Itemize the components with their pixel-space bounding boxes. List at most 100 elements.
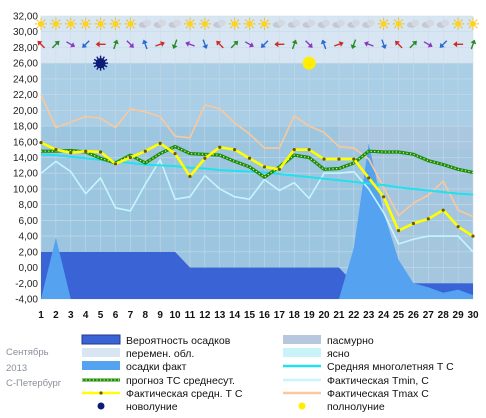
- x-tick-label: 28: [438, 310, 450, 321]
- wind-arrow-icon: [453, 41, 464, 48]
- y-tick-label: 20,00: [13, 106, 38, 117]
- wind-arrow-icon: [95, 41, 106, 48]
- legend: Вероятность осадков пасмурно перемен. обл.…: [81, 334, 454, 413]
- x-tick-label: 23: [363, 310, 375, 321]
- sun-icon: [94, 17, 107, 30]
- sun-ray: [400, 25, 404, 29]
- fact-mean-point: [456, 225, 460, 229]
- wind-arrow-head: [320, 39, 327, 45]
- wind-arrow-head: [453, 41, 458, 48]
- fact-mean-point: [367, 176, 371, 180]
- wind-arrow-icon: [244, 41, 254, 48]
- sun-ray: [81, 19, 84, 22]
- legend-item: полнолуние: [298, 401, 385, 413]
- fact-mean-point: [143, 149, 147, 153]
- sun-disc: [186, 20, 193, 27]
- sun-ray: [87, 25, 91, 29]
- wind-arrow-head: [470, 39, 477, 45]
- wind-arrow-icon: [185, 41, 195, 47]
- sun-disc: [127, 20, 134, 27]
- wind-arrow-icon: [37, 40, 46, 49]
- x-tick-label: 9: [157, 310, 163, 321]
- sun-icon: [228, 17, 241, 30]
- legend-swatch: [97, 402, 105, 410]
- sun-disc: [470, 20, 476, 27]
- sun-ray: [468, 25, 471, 29]
- y-tick-label: 10,00: [13, 184, 38, 195]
- cloud-icon: [362, 19, 375, 28]
- fact-mean-point: [262, 165, 267, 169]
- sun-ray: [266, 19, 270, 22]
- sun-disc: [231, 20, 238, 27]
- sun-ray: [236, 19, 240, 22]
- x-tick-label: 27: [423, 310, 435, 321]
- plot-area: [35, 15, 479, 300]
- wind-arrow-head: [260, 42, 266, 48]
- x-axis-ticks: 1 2 3 4 5 6 7 8 9 10 11 12 13 14 15 16 17 18 19 20 21 22 23 24 2…: [38, 310, 479, 321]
- x-tick-label: 5: [98, 310, 104, 321]
- x-tick-label: 3: [68, 310, 74, 321]
- wind-arrow-head: [216, 40, 222, 46]
- sun-ray: [236, 25, 240, 29]
- wind-arrow-icon: [394, 40, 403, 49]
- sun-ray: [475, 19, 478, 22]
- sun-ray: [66, 19, 69, 22]
- series-fact-mean: [40, 141, 474, 238]
- y-tick-label: 4,00: [19, 232, 39, 243]
- full-moon-icon: [302, 56, 316, 70]
- sun-ray: [117, 19, 121, 22]
- wind-arrow-head: [142, 39, 148, 45]
- legend-label: ясно: [327, 348, 350, 360]
- wind-arrow-icon: [66, 41, 76, 48]
- cloud-icon: [302, 19, 316, 28]
- x-tick-label: 12: [199, 310, 211, 321]
- x-tick-label: 19: [304, 310, 316, 321]
- x-tick-label: 15: [244, 310, 256, 321]
- fact-mean-point: [218, 145, 222, 149]
- sun-disc: [67, 20, 74, 27]
- fact-mean-point: [158, 141, 162, 145]
- x-tick-label: 26: [408, 310, 420, 321]
- sun-ray: [95, 25, 99, 29]
- x-tick-label: 14: [229, 310, 241, 321]
- fact-mean-point: [54, 148, 58, 152]
- sun-ray: [110, 25, 114, 29]
- legend-swatch: [82, 348, 120, 357]
- wind-arrow-head: [364, 41, 369, 47]
- sun-disc: [395, 20, 402, 27]
- sun-ray: [393, 25, 397, 29]
- legend-item: ясно: [283, 348, 350, 360]
- legend-item: новолуние: [97, 401, 178, 413]
- legend-label: перемен. обл.: [126, 348, 194, 360]
- legend-item: Фактическая Tmax C: [283, 388, 429, 400]
- legend-swatch: [82, 361, 120, 370]
- fact-mean-point: [352, 157, 356, 161]
- wind-arrow-icon: [470, 39, 477, 50]
- wind-arrow-icon: [333, 41, 344, 47]
- wind-arrow-icon: [171, 39, 178, 49]
- sun-ray: [259, 19, 263, 22]
- cloud-puff: [336, 19, 345, 27]
- side-caption-city: С-Петербург: [6, 378, 62, 389]
- sun-ray: [475, 25, 478, 29]
- fact-mean-point: [292, 148, 296, 152]
- sun-ray: [200, 19, 203, 22]
- wind-arrow-icon: [260, 40, 269, 48]
- cloud-puff: [366, 19, 375, 27]
- legend-label: Фактическая средн. Т С: [126, 388, 243, 400]
- wind-arrow-head: [171, 44, 178, 49]
- fact-mean-point: [69, 151, 73, 155]
- wind-arrow-head: [427, 42, 433, 48]
- x-tick-label: 20: [318, 310, 330, 321]
- sun-disc: [52, 20, 59, 27]
- sun-ray: [206, 25, 210, 29]
- sun-ray: [200, 25, 203, 29]
- sun-ray: [230, 25, 233, 29]
- legend-swatch-point: [99, 391, 103, 395]
- cloud-puff: [292, 19, 301, 27]
- y-tick-label: 22,00: [13, 90, 38, 101]
- x-tick-label: 7: [128, 310, 134, 321]
- x-tick-label: 18: [289, 310, 301, 321]
- fact-mean-point: [128, 155, 132, 160]
